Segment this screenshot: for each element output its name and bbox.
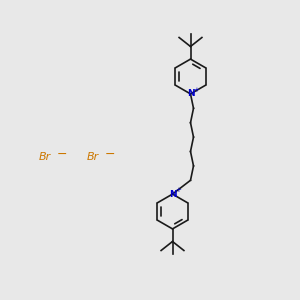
Text: +: + (194, 87, 200, 93)
Text: −: − (104, 148, 115, 161)
Text: Br: Br (39, 152, 51, 163)
Text: N: N (187, 89, 194, 98)
Text: −: − (56, 148, 67, 161)
Text: +: + (176, 187, 182, 193)
Text: N: N (169, 190, 176, 199)
Text: Br: Br (87, 152, 99, 163)
